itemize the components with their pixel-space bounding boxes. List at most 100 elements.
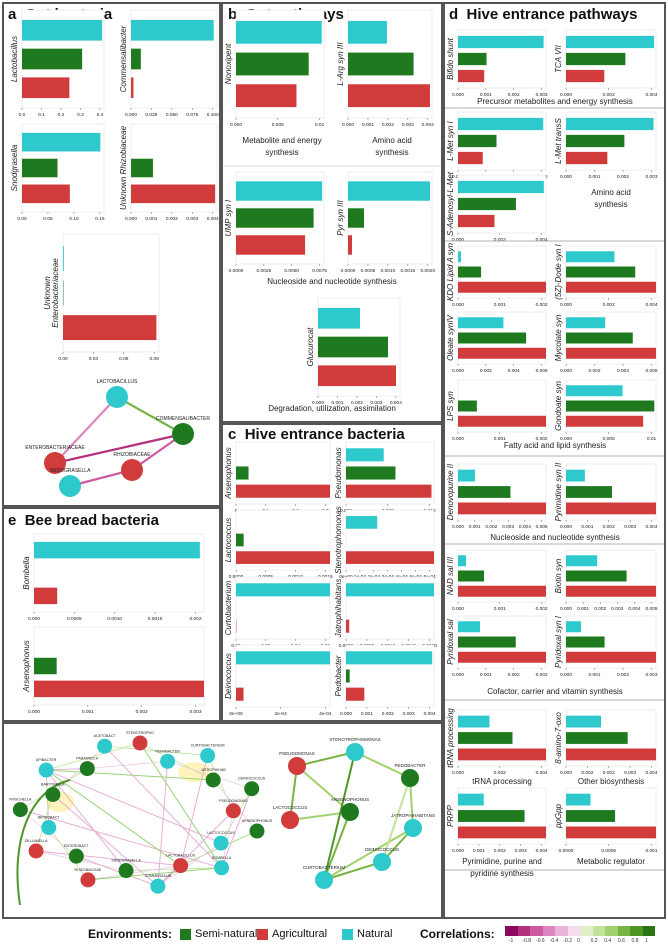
category-label: Enterobacteriaceae [51, 258, 60, 328]
category-label: Curtobacterium [224, 580, 233, 635]
caption: Degradation, utilization, assimilation [268, 404, 396, 413]
network-node [68, 848, 84, 864]
tick-label: 0.001 [473, 848, 485, 854]
bar-natural [566, 385, 623, 397]
bar-semi [566, 570, 627, 582]
network-edge [323, 827, 414, 881]
bar-natural [346, 448, 384, 462]
tick-label: 0.002 [382, 122, 394, 128]
tick-label: 0.0000 [229, 268, 244, 274]
network-node [44, 452, 66, 474]
network-edge [87, 865, 181, 881]
tick-label: 0.003 [645, 174, 657, 180]
colorbar-step [505, 926, 518, 936]
network-edge [157, 761, 169, 887]
tick-label: 0.10 [69, 216, 79, 222]
bar-semi [458, 570, 484, 582]
bar-natural [63, 245, 64, 271]
tick-label: 0.09 [150, 356, 160, 362]
node-label: RHIZOBIACEAE [113, 452, 151, 458]
bar-natural [458, 621, 480, 633]
caption: synthesis [594, 200, 627, 209]
tick-label: 0.0010 [381, 268, 396, 274]
tick-label: 0.000 [560, 174, 572, 180]
bar-natural [566, 555, 598, 567]
tick-label: 0.005 [603, 436, 615, 442]
tick-label: 0.002 [494, 237, 506, 243]
tick-label: 0.000 [312, 400, 324, 406]
bar-natural [236, 181, 323, 201]
tick-label: 0.004 [536, 848, 548, 854]
network-edge [87, 760, 168, 769]
tick-label: 0.001 [145, 216, 157, 222]
subplot-b1: 0.000 0.005 0.01 Nonoxipent [224, 9, 325, 128]
panel-networks [2, 722, 443, 919]
tick-label: 0.002 [166, 216, 178, 222]
tick-label: 0.004 [390, 400, 402, 406]
subplot-d6: 0.000 0.001 0.002 KDO Lipid A syn [446, 242, 548, 308]
tick-label: 0.001 [581, 524, 593, 530]
network-node [244, 781, 260, 797]
node-label: BIFIDOBACT [38, 815, 60, 819]
bar-semi [458, 732, 513, 744]
category-label: PRPP [446, 804, 455, 826]
category-label: tRNA processing [446, 708, 455, 768]
panel-d-title: d Hive entrance pathways [449, 6, 638, 23]
bar-natural [458, 35, 544, 49]
network-node [41, 819, 57, 835]
subplot-d17: 0.000 0.001 0.002 0.003 Pyridoxal syn I [554, 615, 658, 678]
network-node [200, 748, 216, 764]
bar-agri [236, 84, 297, 108]
tick-label: 0.002 [603, 524, 615, 530]
bar-agri [458, 347, 546, 359]
caption: Fatty acid and lipid synthesis [504, 441, 606, 450]
node-label: PEDOBACTER [155, 749, 180, 753]
bar-semi [236, 533, 244, 547]
subplot-d10: 0.000 0.001 0.002 LPS syn [446, 379, 548, 442]
tick-label: 0.002 [494, 848, 506, 854]
bar-agri [458, 415, 546, 427]
network-edge [139, 742, 214, 781]
tick-label: 0.001 [494, 606, 506, 612]
tick-label: 0.001 [480, 672, 492, 678]
panel-e-title: e Bee bread bacteria [8, 512, 159, 529]
category-label: NAD sal III [446, 556, 455, 595]
subplot-d8: 0.000 0.002 0.004 0.006 Oleate synIV [446, 311, 548, 374]
network-edge [381, 777, 411, 863]
tick-label: 0.002 [603, 770, 615, 776]
node-label: ACETOBACT [94, 734, 117, 738]
caption: Amino acid [591, 188, 631, 197]
caption: pyridine synthesis [470, 869, 534, 878]
bar-agri [348, 235, 352, 255]
bar-agri [131, 184, 216, 204]
tick-label: 0.004 [424, 711, 436, 717]
network-edge [16, 779, 71, 906]
tick-label: 0.005 [536, 524, 548, 530]
network-node [106, 386, 128, 408]
caption: Metabolic regulator [577, 857, 645, 866]
tick-label: 0.002 [617, 672, 629, 678]
bar-natural [458, 793, 484, 806]
colorbar-step [580, 926, 593, 936]
tick-label: 0.000 [560, 368, 572, 374]
tick-label: 0.004 [645, 524, 657, 530]
category-label: Mycolate syn [554, 314, 563, 361]
subplot-d16: 0.000 0.001 0.002 0.003 Pyridoxal sal [446, 615, 548, 678]
network-node [404, 819, 422, 837]
node-label: LACTOCOCCUS [273, 805, 307, 810]
bar-agri [346, 687, 365, 701]
network-hive-entrance: STENOTROPHOMONAS PSEUDOMONAS PEDOBACTER ARS… [273, 737, 435, 889]
bar-agri [346, 551, 434, 564]
bar-agri [566, 826, 656, 839]
tick-label: 0.0015 [148, 616, 163, 622]
caption: Other biosynthesis [578, 777, 644, 786]
tick-label: 0.0000 [341, 268, 356, 274]
tick-label: 0.0025 [257, 268, 272, 274]
node-label: JATROPHIHAB [201, 768, 226, 772]
node-label: ARSENOPHONUS [331, 797, 369, 802]
colorbar-tick: -1 [508, 938, 514, 944]
bar-natural [566, 117, 654, 131]
tick-label: 0.1 [38, 112, 45, 118]
bar-agri [22, 184, 70, 204]
